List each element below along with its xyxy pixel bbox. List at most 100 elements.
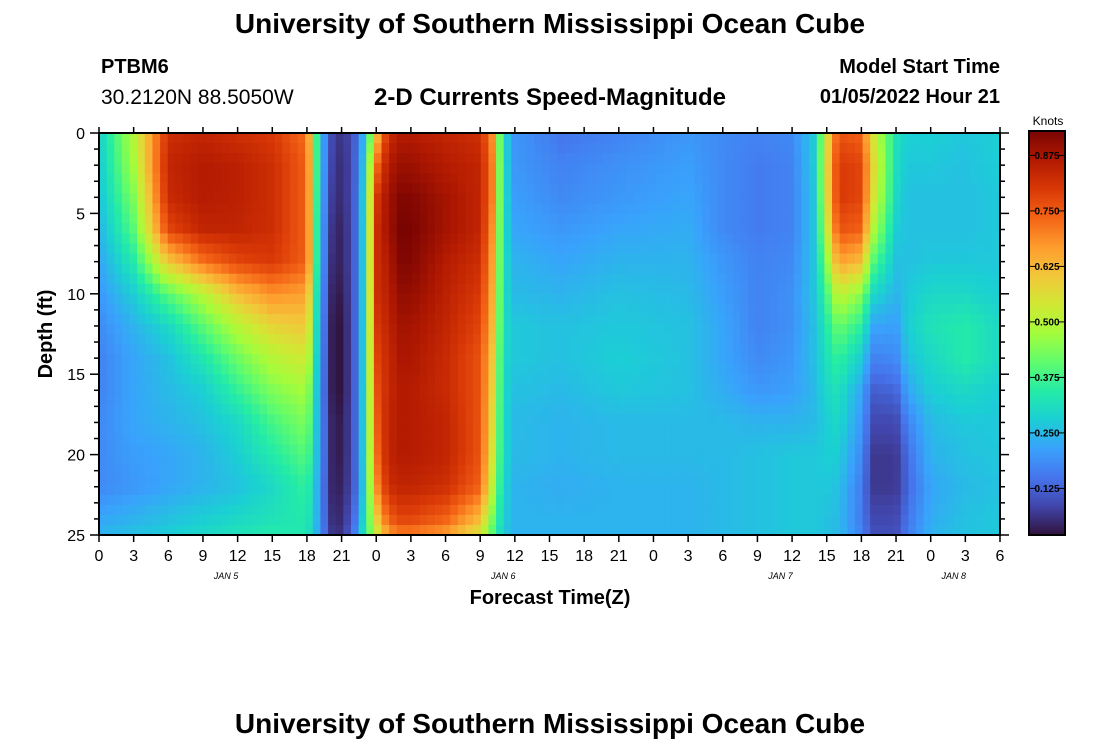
heatmap-cell xyxy=(656,313,665,325)
heatmap-cell xyxy=(312,344,322,355)
heatmap-cell xyxy=(305,313,314,325)
heatmap-cell xyxy=(152,434,161,446)
heatmap-cell xyxy=(686,193,696,204)
heatmap-cell xyxy=(786,334,795,345)
heatmap-cell xyxy=(190,434,199,446)
heatmap-cell xyxy=(412,323,421,335)
heatmap-cell xyxy=(144,303,154,315)
heatmap-cell xyxy=(595,444,604,456)
heatmap-cell xyxy=(618,273,627,285)
heatmap-cell xyxy=(885,293,894,305)
heatmap-cell xyxy=(778,213,787,225)
heatmap-cell xyxy=(404,223,413,235)
heatmap-cell xyxy=(686,293,696,305)
heatmap-cell xyxy=(106,313,115,325)
heatmap-cell xyxy=(832,474,841,486)
heatmap-cell xyxy=(877,494,887,506)
heatmap-cell xyxy=(801,143,810,154)
heatmap-cell xyxy=(503,494,512,506)
heatmap-cell xyxy=(366,444,375,456)
heatmap-cell xyxy=(748,364,757,375)
heatmap-cell xyxy=(305,213,314,225)
heatmap-cell xyxy=(488,173,497,184)
heatmap-cell xyxy=(335,213,344,225)
heatmap-cell xyxy=(251,303,260,315)
heatmap-cell xyxy=(923,464,932,476)
heatmap-cell xyxy=(182,273,192,285)
heatmap-cell xyxy=(473,434,482,446)
heatmap-cell xyxy=(862,203,871,214)
heatmap-cell xyxy=(946,464,955,476)
heatmap-cell xyxy=(289,334,299,345)
heatmap-cell xyxy=(259,364,268,375)
heatmap-cell xyxy=(686,484,696,496)
heatmap-cell xyxy=(137,223,146,235)
heatmap-cell xyxy=(946,344,955,355)
heatmap-cell xyxy=(877,394,887,405)
heatmap-cell xyxy=(664,163,673,174)
heatmap-cell xyxy=(496,474,505,486)
heatmap-cell xyxy=(885,514,894,526)
heatmap-cell xyxy=(992,414,1001,426)
heatmap-cell xyxy=(862,143,871,154)
heatmap-cell xyxy=(648,504,657,516)
heatmap-cell xyxy=(778,374,787,385)
heatmap-cell xyxy=(358,374,367,385)
heatmap-cell xyxy=(366,404,375,415)
heatmap-cell xyxy=(870,173,879,184)
heatmap-cell xyxy=(358,243,367,255)
heatmap-cell xyxy=(106,484,115,496)
heatmap-cell xyxy=(900,414,909,426)
heatmap-cell xyxy=(457,334,467,345)
heatmap-cell xyxy=(671,374,680,385)
heatmap-cell xyxy=(824,273,833,285)
heatmap-cell xyxy=(350,394,360,405)
heatmap-cell xyxy=(366,283,375,295)
heatmap-cell xyxy=(480,444,490,456)
heatmap-cell xyxy=(358,454,367,466)
heatmap-cell xyxy=(580,233,589,245)
heatmap-cell xyxy=(396,384,406,395)
heatmap-cell xyxy=(152,404,161,415)
heatmap-cell xyxy=(686,303,696,315)
heatmap-cell xyxy=(832,434,841,446)
heatmap-cell xyxy=(328,213,337,225)
heatmap-cell xyxy=(854,474,864,486)
heatmap-cell xyxy=(877,474,887,486)
heatmap-cell xyxy=(740,163,749,174)
heatmap-cell xyxy=(198,394,207,405)
heatmap-cell xyxy=(511,454,520,466)
heatmap-cell xyxy=(534,193,543,204)
heatmap-cell xyxy=(984,394,993,405)
heatmap-cell xyxy=(496,484,505,496)
heatmap-cell xyxy=(442,133,451,144)
heatmap-cell xyxy=(503,283,512,295)
heatmap-cell xyxy=(763,293,772,305)
heatmap-cell xyxy=(274,163,283,174)
heatmap-cell xyxy=(129,454,138,466)
heatmap-cell xyxy=(373,303,383,315)
heatmap-cell xyxy=(916,203,925,214)
heatmap-cell xyxy=(824,454,833,466)
heatmap-cell xyxy=(282,524,291,536)
heatmap-cell xyxy=(870,434,879,446)
heatmap-cell xyxy=(251,163,260,174)
heatmap-cell xyxy=(373,484,383,496)
heatmap-cell xyxy=(465,504,474,516)
heatmap-cell xyxy=(144,504,154,516)
heatmap-cell xyxy=(503,263,512,275)
heatmap-cell xyxy=(816,464,825,476)
heatmap-cell xyxy=(893,303,902,315)
heatmap-cell xyxy=(343,293,352,305)
heatmap-cell xyxy=(977,253,986,265)
heatmap-cell xyxy=(847,474,856,486)
heatmap-cell xyxy=(213,193,222,204)
heatmap-cell xyxy=(106,394,115,405)
heatmap-cell xyxy=(526,354,535,365)
heatmap-cell xyxy=(832,374,841,385)
heatmap-cell xyxy=(595,434,604,446)
heatmap-cell xyxy=(114,334,123,345)
heatmap-cell xyxy=(518,153,528,164)
heatmap-cell xyxy=(671,494,680,506)
heatmap-cell xyxy=(725,384,734,395)
